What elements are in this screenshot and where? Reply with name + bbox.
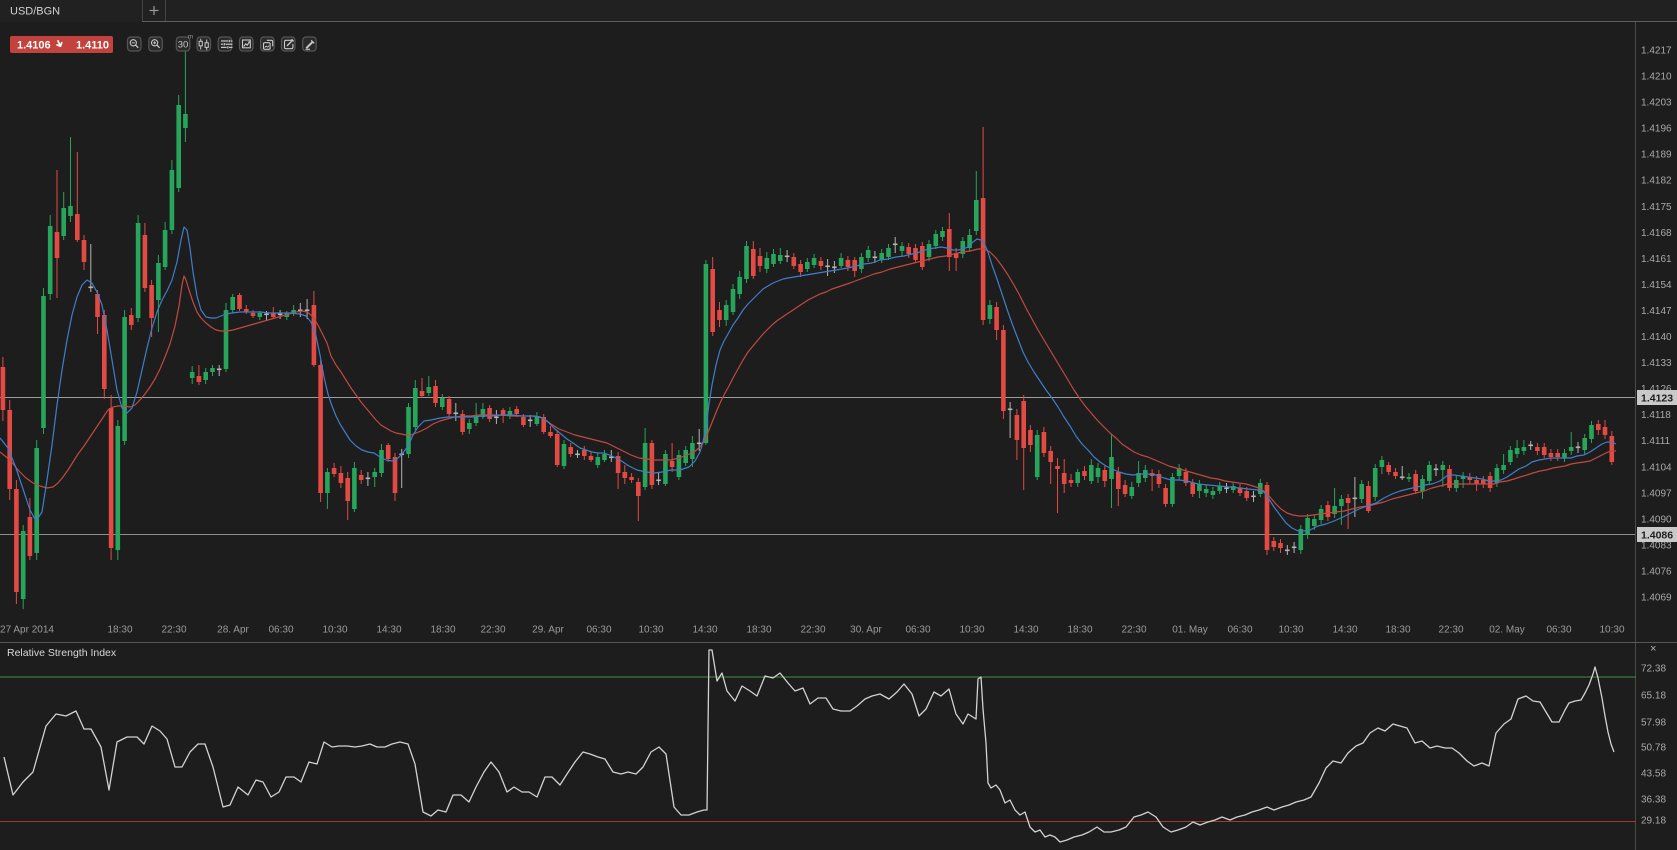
svg-text:1.4106: 1.4106 xyxy=(17,40,51,52)
svg-text:1.4196: 1.4196 xyxy=(1641,124,1672,135)
svg-text:18:30: 18:30 xyxy=(1385,625,1410,636)
svg-text:06:30: 06:30 xyxy=(268,625,293,636)
svg-text:22:30: 22:30 xyxy=(800,625,825,636)
svg-text:1.4123: 1.4123 xyxy=(1641,393,1673,405)
svg-text:1.4118: 1.4118 xyxy=(1641,410,1671,421)
svg-text:06:30: 06:30 xyxy=(905,625,930,636)
svg-text:1.4133: 1.4133 xyxy=(1641,358,1672,369)
svg-text:1.4104: 1.4104 xyxy=(1641,462,1672,473)
svg-text:14:30: 14:30 xyxy=(376,625,401,636)
svg-text:Relative Strength Index: Relative Strength Index xyxy=(7,647,117,659)
svg-text:22:30: 22:30 xyxy=(161,625,186,636)
svg-text:14:30: 14:30 xyxy=(1332,625,1357,636)
svg-text:50.78: 50.78 xyxy=(1641,743,1666,754)
svg-text:10:30: 10:30 xyxy=(959,625,984,636)
svg-text:30: 30 xyxy=(178,40,189,51)
svg-text:10:30: 10:30 xyxy=(1599,625,1624,636)
svg-text:06:30: 06:30 xyxy=(1227,625,1252,636)
svg-text:1.4175: 1.4175 xyxy=(1641,202,1672,213)
svg-text:1.4090: 1.4090 xyxy=(1641,514,1672,525)
svg-text:1.4161: 1.4161 xyxy=(1641,254,1672,265)
svg-text:22:30: 22:30 xyxy=(1438,625,1463,636)
svg-text:72.38: 72.38 xyxy=(1641,664,1666,675)
svg-text:06:30: 06:30 xyxy=(1546,625,1571,636)
svg-text:18:30: 18:30 xyxy=(430,625,455,636)
svg-text:36.38: 36.38 xyxy=(1641,795,1666,806)
svg-text:1.4069: 1.4069 xyxy=(1641,593,1672,604)
svg-text:65.18: 65.18 xyxy=(1641,691,1666,702)
svg-text:1.4182: 1.4182 xyxy=(1641,176,1672,187)
svg-text:×: × xyxy=(1650,643,1656,655)
svg-text:10:30: 10:30 xyxy=(322,625,347,636)
svg-text:1.4168: 1.4168 xyxy=(1641,228,1672,239)
svg-text:1.4083: 1.4083 xyxy=(1641,540,1672,551)
svg-text:18:30: 18:30 xyxy=(107,625,132,636)
svg-text:43.58: 43.58 xyxy=(1641,769,1666,780)
svg-text:18:30: 18:30 xyxy=(746,625,771,636)
svg-text:1.4203: 1.4203 xyxy=(1641,98,1672,109)
svg-text:1.4126: 1.4126 xyxy=(1641,384,1672,395)
svg-text:02. May: 02. May xyxy=(1489,625,1525,636)
svg-text:57.98: 57.98 xyxy=(1641,718,1666,729)
svg-text:1.4076: 1.4076 xyxy=(1641,567,1672,578)
svg-text:30. Apr: 30. Apr xyxy=(850,625,882,636)
svg-text:1.4147: 1.4147 xyxy=(1641,306,1672,317)
svg-text:01. May: 01. May xyxy=(1172,625,1208,636)
svg-text:1.4189: 1.4189 xyxy=(1641,150,1672,161)
svg-text:1.4154: 1.4154 xyxy=(1641,280,1672,291)
svg-text:10:30: 10:30 xyxy=(638,625,663,636)
svg-text:1.4086: 1.4086 xyxy=(1641,530,1673,542)
svg-text:1.4097: 1.4097 xyxy=(1641,488,1672,499)
svg-text:29.18: 29.18 xyxy=(1641,816,1666,827)
svg-text:1.4140: 1.4140 xyxy=(1641,332,1672,343)
svg-text:29. Apr: 29. Apr xyxy=(532,625,564,636)
svg-text:14:30: 14:30 xyxy=(692,625,717,636)
svg-text:USD/BGN: USD/BGN xyxy=(10,6,60,18)
svg-text:10:30: 10:30 xyxy=(1278,625,1303,636)
svg-text:1.4110: 1.4110 xyxy=(76,40,109,52)
svg-text:27 Apr 2014: 27 Apr 2014 xyxy=(0,625,54,636)
svg-text:1.4217: 1.4217 xyxy=(1641,46,1672,57)
svg-text:m: m xyxy=(188,35,193,41)
svg-text:22:30: 22:30 xyxy=(480,625,505,636)
svg-text:06:30: 06:30 xyxy=(586,625,611,636)
svg-text:22:30: 22:30 xyxy=(1121,625,1146,636)
svg-text:1.4210: 1.4210 xyxy=(1641,72,1672,83)
svg-text:28. Apr: 28. Apr xyxy=(217,625,249,636)
svg-text:1.4111: 1.4111 xyxy=(1641,436,1671,447)
svg-text:14:30: 14:30 xyxy=(1013,625,1038,636)
svg-text:18:30: 18:30 xyxy=(1067,625,1092,636)
